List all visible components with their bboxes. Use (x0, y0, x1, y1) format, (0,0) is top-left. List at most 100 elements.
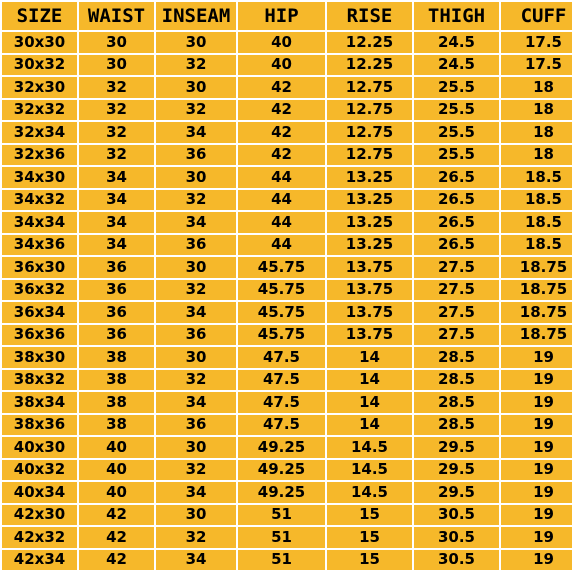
cell-size: 32x30 (2, 77, 77, 98)
cell-rise: 12.25 (327, 54, 412, 75)
cell-thigh: 29.5 (414, 437, 499, 458)
cell-waist: 36 (79, 324, 154, 345)
cell-hip: 47.5 (238, 347, 325, 368)
cell-rise: 12.75 (327, 122, 412, 143)
table-row: 34x30 34 30 44 13.25 26.5 18.5 (2, 167, 572, 188)
cell-waist: 40 (79, 482, 154, 503)
cell-inseam: 32 (156, 54, 236, 75)
cell-hip: 42 (238, 144, 325, 165)
cell-rise: 13.25 (327, 167, 412, 188)
cell-cuff: 19 (501, 369, 572, 390)
cell-cuff: 18.5 (501, 212, 572, 233)
cell-waist: 32 (79, 144, 154, 165)
cell-waist: 32 (79, 99, 154, 120)
cell-rise: 14.5 (327, 437, 412, 458)
cell-inseam: 30 (156, 167, 236, 188)
cell-cuff: 18.5 (501, 234, 572, 255)
cell-hip: 47.5 (238, 414, 325, 435)
cell-size: 40x30 (2, 437, 77, 458)
cell-cuff: 19 (501, 527, 572, 548)
cell-thigh: 26.5 (414, 212, 499, 233)
cell-size: 32x32 (2, 99, 77, 120)
table-row: 32x32 32 32 42 12.75 25.5 18 (2, 99, 572, 120)
cell-hip: 45.75 (238, 324, 325, 345)
cell-waist: 30 (79, 32, 154, 53)
cell-rise: 12.25 (327, 32, 412, 53)
cell-size: 34x34 (2, 212, 77, 233)
cell-size: 36x30 (2, 257, 77, 278)
cell-thigh: 28.5 (414, 369, 499, 390)
cell-size: 34x32 (2, 189, 77, 210)
header-waist: WAIST (79, 2, 154, 30)
cell-inseam: 34 (156, 212, 236, 233)
table-row: 34x36 34 36 44 13.25 26.5 18.5 (2, 234, 572, 255)
cell-hip: 51 (238, 527, 325, 548)
cell-waist: 36 (79, 279, 154, 300)
cell-waist: 38 (79, 392, 154, 413)
cell-rise: 13.25 (327, 189, 412, 210)
cell-hip: 51 (238, 549, 325, 570)
cell-cuff: 17.5 (501, 32, 572, 53)
cell-thigh: 25.5 (414, 122, 499, 143)
header-cuff: CUFF (501, 2, 572, 30)
cell-size: 38x30 (2, 347, 77, 368)
cell-waist: 34 (79, 189, 154, 210)
header-inseam: INSEAM (156, 2, 236, 30)
header-hip: HIP (238, 2, 325, 30)
cell-thigh: 24.5 (414, 54, 499, 75)
cell-hip: 40 (238, 54, 325, 75)
cell-inseam: 36 (156, 414, 236, 435)
cell-waist: 32 (79, 122, 154, 143)
table-row: 42x30 42 30 51 15 30.5 19 (2, 504, 572, 525)
cell-size: 30x30 (2, 32, 77, 53)
cell-size: 38x36 (2, 414, 77, 435)
cell-inseam: 30 (156, 77, 236, 98)
cell-size: 36x32 (2, 279, 77, 300)
cell-hip: 42 (238, 122, 325, 143)
cell-hip: 42 (238, 77, 325, 98)
cell-size: 32x36 (2, 144, 77, 165)
cell-cuff: 18.75 (501, 257, 572, 278)
cell-thigh: 28.5 (414, 392, 499, 413)
cell-waist: 38 (79, 369, 154, 390)
cell-thigh: 26.5 (414, 167, 499, 188)
table-row: 36x32 36 32 45.75 13.75 27.5 18.75 (2, 279, 572, 300)
cell-thigh: 26.5 (414, 189, 499, 210)
cell-cuff: 18 (501, 77, 572, 98)
cell-hip: 44 (238, 189, 325, 210)
cell-waist: 40 (79, 459, 154, 480)
cell-waist: 40 (79, 437, 154, 458)
cell-inseam: 30 (156, 32, 236, 53)
cell-cuff: 18.5 (501, 167, 572, 188)
cell-rise: 13.25 (327, 212, 412, 233)
cell-size: 40x34 (2, 482, 77, 503)
cell-thigh: 30.5 (414, 549, 499, 570)
cell-thigh: 30.5 (414, 504, 499, 525)
cell-rise: 14 (327, 414, 412, 435)
table-row: 40x32 40 32 49.25 14.5 29.5 19 (2, 459, 572, 480)
cell-waist: 34 (79, 212, 154, 233)
cell-size: 34x30 (2, 167, 77, 188)
table-row: 42x32 42 32 51 15 30.5 19 (2, 527, 572, 548)
table-row: 38x32 38 32 47.5 14 28.5 19 (2, 369, 572, 390)
cell-inseam: 36 (156, 144, 236, 165)
cell-waist: 36 (79, 257, 154, 278)
cell-hip: 40 (238, 32, 325, 53)
cell-cuff: 19 (501, 347, 572, 368)
table-row: 34x32 34 32 44 13.25 26.5 18.5 (2, 189, 572, 210)
cell-rise: 15 (327, 527, 412, 548)
cell-size: 42x34 (2, 549, 77, 570)
cell-waist: 30 (79, 54, 154, 75)
cell-waist: 38 (79, 347, 154, 368)
cell-inseam: 32 (156, 527, 236, 548)
cell-cuff: 19 (501, 414, 572, 435)
cell-cuff: 18.75 (501, 279, 572, 300)
cell-size: 36x34 (2, 302, 77, 323)
cell-hip: 44 (238, 167, 325, 188)
cell-rise: 12.75 (327, 77, 412, 98)
cell-thigh: 29.5 (414, 482, 499, 503)
cell-inseam: 36 (156, 234, 236, 255)
cell-thigh: 25.5 (414, 77, 499, 98)
cell-hip: 49.25 (238, 459, 325, 480)
